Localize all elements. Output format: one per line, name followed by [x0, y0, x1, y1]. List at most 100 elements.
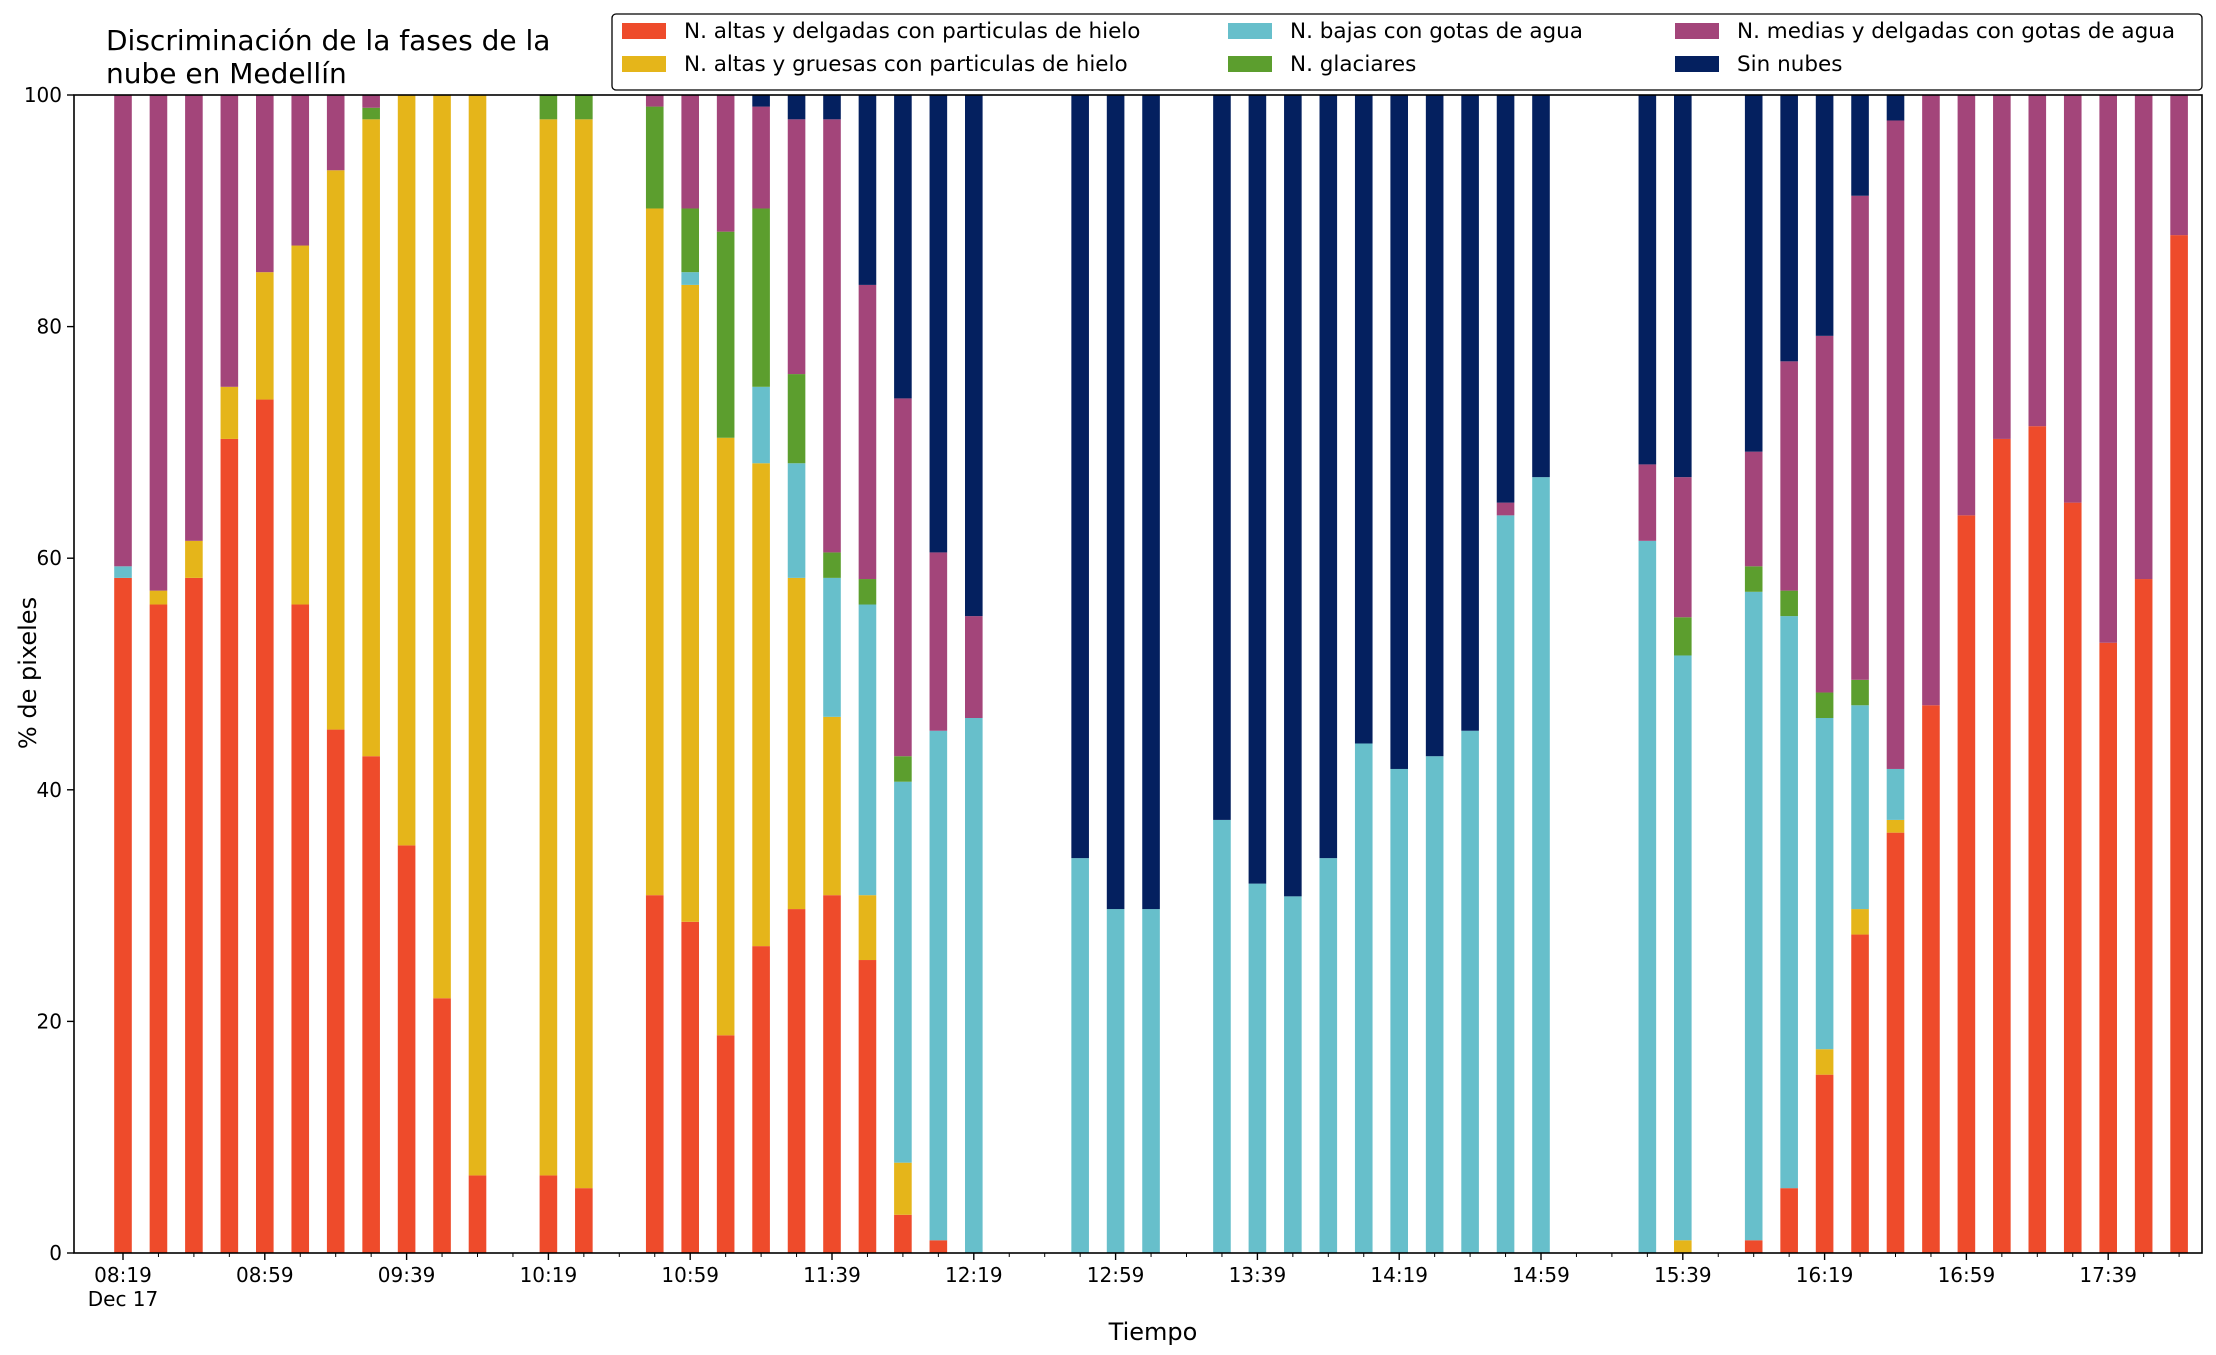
bar-segment-water_mid-1619	[1815, 335, 1834, 693]
bar-segment-ice_thin-0959	[468, 1175, 487, 1253]
bar-segment-glacier-1049	[645, 106, 664, 209]
bar-segment-clear-1309	[1142, 95, 1160, 910]
bar-segment-water_low-1419	[1390, 768, 1408, 1253]
bar-segment-ice_thick-0949	[433, 95, 451, 999]
bar-segment-glacier-1059	[681, 208, 699, 273]
bar-segment-glacier-1159	[894, 756, 912, 782]
bar-segment-clear-1459	[1532, 95, 1550, 478]
x-tick-label: 10:19	[520, 1263, 578, 1287]
bar-segment-clear-1259	[1106, 95, 1125, 910]
bar-segment-glacier-1119	[752, 208, 770, 387]
bar-segment-water_mid-1739	[2099, 95, 2117, 643]
bar-segment-ice_thick-1129	[787, 577, 806, 910]
bar-segment-water_low-1639	[1886, 768, 1905, 820]
bar-segment-water_mid-0839	[185, 95, 203, 541]
bar-segment-water_low-1559	[1744, 591, 1763, 1241]
bar-segment-water_mid-0819	[114, 95, 132, 567]
x-tick-label: 16:19	[1796, 1263, 1854, 1287]
bar-segment-water_mid-1709	[1993, 95, 2011, 439]
x-tick-label: 15:39	[1654, 1263, 1712, 1287]
bar-segment-ice_thick-1539	[1674, 1240, 1692, 1253]
bar-segment-ice_thick-1619	[1815, 1049, 1834, 1075]
legend-label-water_low: N. bajas con gotas de agua	[1290, 19, 1583, 44]
x-axis-label: Tiempo	[1108, 1318, 1198, 1346]
y-tick-label: 20	[37, 1009, 62, 1033]
bar-segment-water_mid-1139	[823, 119, 841, 553]
bar-segment-ice_thin-1109	[716, 1035, 735, 1253]
bar-segment-glacier-1619	[1815, 692, 1834, 719]
bar-segment-water_low-1429	[1425, 756, 1444, 1253]
bar-segment-clear-1139	[823, 95, 841, 120]
bar-segment-water_low-1129	[787, 463, 806, 578]
bar-segment-ice_thin-1629	[1851, 934, 1869, 1253]
bar-segment-glacier-1149	[858, 579, 877, 605]
bar-segment-glacier-1029	[575, 95, 593, 120]
bar-segment-ice_thick-1629	[1851, 909, 1869, 935]
bar-segment-ice_thick-0839	[185, 540, 203, 578]
bar-segment-ice_thin-0929	[362, 756, 380, 1253]
bar-segment-ice_thin-1059	[681, 921, 699, 1253]
bar-segment-water_mid-1729	[2063, 95, 2082, 503]
bar-segment-water_low-1309	[1142, 909, 1160, 1253]
y-tick-label: 0	[49, 1241, 62, 1265]
legend-label-water_mid: N. medias y delgadas con gotas de agua	[1737, 19, 2175, 44]
bar-segment-clear-1149	[858, 95, 877, 285]
bar-segment-water_low-1209	[929, 730, 948, 1241]
x-tick-label: 14:19	[1370, 1263, 1428, 1287]
legend-label-glacier: N. glaciares	[1290, 52, 1416, 77]
bar-segment-ice_thin-1159	[894, 1214, 912, 1253]
bar-segment-water_low-0819	[114, 566, 132, 578]
legend-swatch-glacier	[1228, 56, 1272, 72]
y-tick-label: 60	[37, 546, 62, 570]
bar-segment-clear-1639	[1886, 95, 1905, 121]
bar-segment-water_mid-1629	[1851, 195, 1869, 680]
bar-segment-clear-1349	[1284, 95, 1302, 897]
bar-segment-glacier-1139	[823, 552, 841, 578]
bar-segment-water_low-1539	[1674, 655, 1692, 1241]
bar-segment-water_mid-1049	[645, 95, 664, 107]
bar-segment-clear-1529	[1638, 95, 1657, 465]
bar-segment-water_mid-1209	[929, 552, 948, 731]
bar-segment-ice_thin-1639	[1886, 832, 1905, 1253]
bar-segment-ice_thick-0829	[149, 590, 168, 605]
bar-segment-water_mid-1659	[1957, 95, 1976, 516]
bar-segment-water_mid-1159	[894, 398, 912, 757]
bar-segment-water_low-1619	[1815, 718, 1834, 1050]
bar-segment-ice_thick-0939	[397, 95, 416, 846]
x-tick-label: 08:59	[236, 1263, 294, 1287]
bar-segment-ice_thin-1759	[2170, 235, 2188, 1253]
x-tick-label: 14:59	[1512, 1263, 1570, 1287]
bar-segment-water_low-1529	[1638, 540, 1657, 1253]
bar-segment-ice_thin-0939	[397, 845, 416, 1253]
legend-box	[611, 13, 2203, 91]
bar-segment-ice_thin-1649	[1922, 705, 1940, 1253]
legend-label-ice_thick: N. altas y gruesas con particulas de hie…	[684, 52, 1128, 77]
bar-segment-clear-1609	[1780, 95, 1798, 362]
bar-segment-water_low-1249	[1071, 858, 1089, 1253]
bar-segment-water_low-1349	[1284, 896, 1302, 1253]
bar-segment-ice_thick-1159	[894, 1162, 912, 1215]
bar-segment-clear-1419	[1390, 95, 1408, 769]
bar-segment-water_mid-1759	[2170, 95, 2188, 236]
bar-segment-ice_thin-1619	[1815, 1074, 1834, 1253]
bar-segment-water_mid-1749	[2134, 95, 2153, 580]
bars-layer	[114, 95, 2188, 1253]
bar-segment-ice_thick-1029	[575, 119, 593, 1189]
bar-segment-clear-1129	[787, 95, 806, 120]
bar-segment-ice_thin-0909	[291, 604, 310, 1253]
bar-segment-ice_thin-1719	[2028, 426, 2047, 1253]
bar-segment-water_mid-0929	[362, 95, 380, 108]
x-tick-label: 10:59	[661, 1263, 719, 1287]
bar-segment-ice_thin-1729	[2063, 502, 2082, 1253]
bar-segment-water_low-1359	[1319, 858, 1338, 1253]
x-tick-sublabel: Dec 17	[88, 1287, 159, 1311]
legend: N. altas y delgadas con particulas de hi…	[611, 13, 2203, 91]
bar-segment-ice_thin-0859	[256, 399, 274, 1253]
bar-segment-glacier-0929	[362, 107, 380, 120]
bar-segment-glacier-1019	[539, 95, 558, 120]
bar-segment-water_low-1629	[1851, 705, 1869, 910]
legend-swatch-ice_thick	[622, 56, 666, 72]
bar-segment-clear-1329	[1213, 95, 1231, 820]
bar-segment-water_low-1159	[894, 781, 912, 1163]
